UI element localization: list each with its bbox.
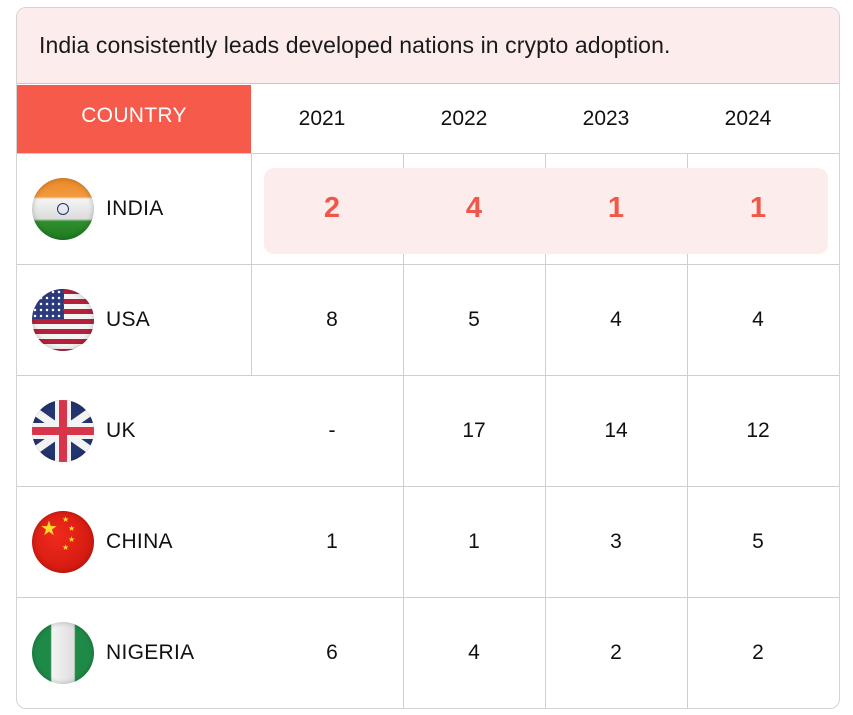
rank-cell-2024: 1 [749,192,767,224]
rank-cell-2023: 2 [610,640,622,664]
country-name: INDIA [106,196,164,220]
rank-cell-2021: 6 [326,640,338,664]
country-cell: ★ ★ ★ ★ ★ CHINA [17,486,251,597]
table-row-usa: USA 8 5 4 4 [17,264,839,375]
usa-flag-icon [32,288,94,351]
rank-cell-2023: 14 [604,418,628,442]
nigeria-flag-icon [32,621,94,684]
grid-divider [17,597,839,598]
rank-cell-2021: 2 [323,192,341,224]
china-flag-icon: ★ ★ ★ ★ ★ [32,510,94,573]
grid-divider [17,153,839,154]
rank-cell-2024: 2 [752,640,764,664]
rank-cell-2022: 17 [462,418,486,442]
country-name: UK [106,418,136,442]
crypto-adoption-card: India consistently leads developed natio… [16,7,840,709]
year-header-2023: 2023 [582,107,630,130]
highlight-band [264,168,828,254]
uk-flag-icon [32,399,94,462]
india-flag-icon [32,177,94,240]
rank-cell-2023: 4 [610,307,622,331]
country-name: CHINA [106,529,173,553]
grid-divider [545,153,546,708]
country-cell: UK [17,375,251,486]
country-column-header: COUNTRY [17,85,251,153]
rank-cell-2022: 4 [465,192,483,224]
grid-divider [251,153,252,375]
year-header-2022: 2022 [440,107,488,130]
rank-cell-2022: 5 [468,307,480,331]
grid-divider [687,153,688,708]
country-cell: INDIA [17,153,251,264]
country-cell: NIGERIA [17,597,251,708]
country-name: NIGERIA [106,640,195,664]
table-row-uk: UK - 17 14 12 [17,375,839,486]
summary-text: India consistently leads developed natio… [39,32,671,58]
rank-cell-2022: 1 [468,529,480,553]
rank-cell-2023: 3 [610,529,622,553]
rank-cell-2021: - [328,418,336,442]
table-row-nigeria: NIGERIA 6 4 2 2 [17,597,839,708]
table-row-china: ★ ★ ★ ★ ★ CHINA 1 1 3 5 [17,486,839,597]
year-header-2021: 2021 [298,107,346,130]
table-row-india: INDIA 2 4 1 1 [17,153,839,264]
rank-cell-2022: 4 [468,640,480,664]
table-header: COUNTRY 2021 2022 2023 2024 [17,85,839,153]
rank-cell-2024: 5 [752,529,764,553]
rank-cell-2024: 4 [752,307,764,331]
rank-cell-2021: 8 [326,307,338,331]
rank-cell-2024: 12 [746,418,770,442]
grid-divider [17,264,839,265]
year-header-2024: 2024 [724,107,772,130]
rank-cell-2021: 1 [326,529,338,553]
grid-divider [17,375,839,376]
rank-cell-2023: 1 [607,192,625,224]
summary-banner: India consistently leads developed natio… [17,8,839,84]
country-cell: USA [17,264,251,375]
grid-divider [17,486,839,487]
grid-divider [403,153,404,708]
country-name: USA [106,307,151,331]
